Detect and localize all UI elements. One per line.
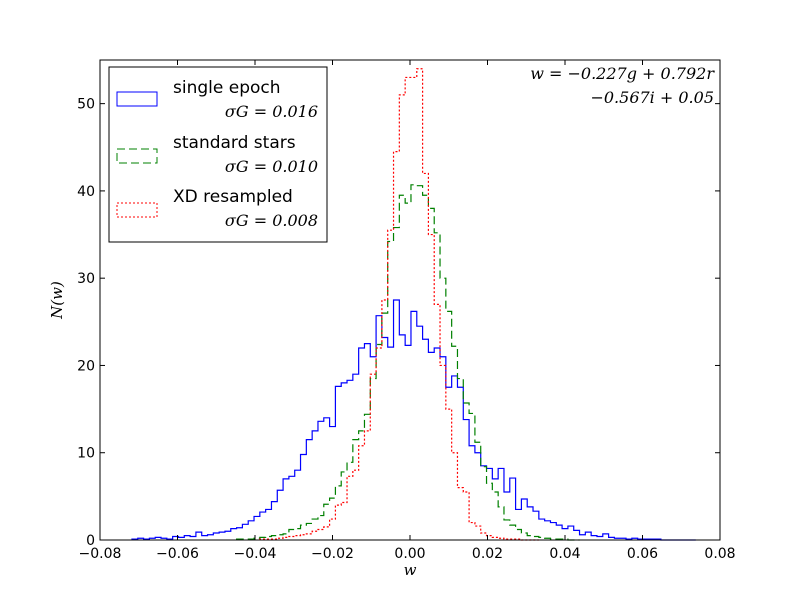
y-tick-label: 40 (77, 184, 95, 200)
series-layer (131, 68, 696, 541)
x-tick-label: 0.00 (394, 546, 425, 562)
annotation: w = −0.227g + 0.792r −0.567i + 0.05 (530, 64, 715, 107)
x-tick-label: −0.04 (234, 546, 277, 562)
x-tick-label: 0.08 (704, 546, 735, 562)
x-tick-label: −0.02 (311, 546, 354, 562)
legend-sigma-standard-stars: σG = 0.010 (225, 157, 318, 176)
x-tick-label: −0.08 (79, 546, 122, 562)
y-axis-label: N(w) (48, 281, 66, 320)
plot-frame (99, 59, 721, 541)
tick-layer: −0.08 −0.06 −0.04 −0.02 0.00 0.02 0.04 0.06 0.08… (77, 60, 736, 562)
legend-label-standard-stars: standard stars (173, 133, 296, 153)
annotation-line-1: w = −0.227g + 0.792r (530, 64, 715, 83)
y-tick-label: 0 (86, 533, 95, 549)
histogram-series-xd-resampled (259, 68, 539, 541)
histogram-series-standard-stars (235, 184, 580, 541)
y-tick-label: 20 (77, 358, 95, 374)
legend-frame (108, 66, 328, 243)
y-tick-label: 30 (77, 271, 95, 287)
legend-sigma-single-epoch: σG = 0.016 (225, 102, 318, 121)
x-tick-label: 0.02 (472, 546, 503, 562)
x-tick-label: 0.06 (627, 546, 658, 562)
x-tick-label: −0.06 (156, 546, 199, 562)
legend: single epoch σG = 0.016 standard stars σ… (108, 66, 328, 243)
x-axis-label: w (404, 561, 417, 579)
legend-sigma-xd-resampled: σG = 0.008 (225, 211, 318, 230)
legend-swatch-single-epoch (116, 91, 158, 107)
y-tick-label: 50 (77, 97, 95, 113)
histogram-series-single-epoch (131, 299, 696, 541)
legend-swatch-xd-resampled (116, 202, 158, 218)
annotation-line-2: −0.567i + 0.05 (590, 88, 714, 107)
legend-label-xd-resampled: XD resampled (173, 187, 293, 207)
legend-label-single-epoch: single epoch (173, 78, 281, 98)
y-tick-label: 10 (77, 446, 95, 462)
legend-swatch-standard-stars (116, 148, 158, 164)
x-tick-label: 0.04 (549, 546, 580, 562)
